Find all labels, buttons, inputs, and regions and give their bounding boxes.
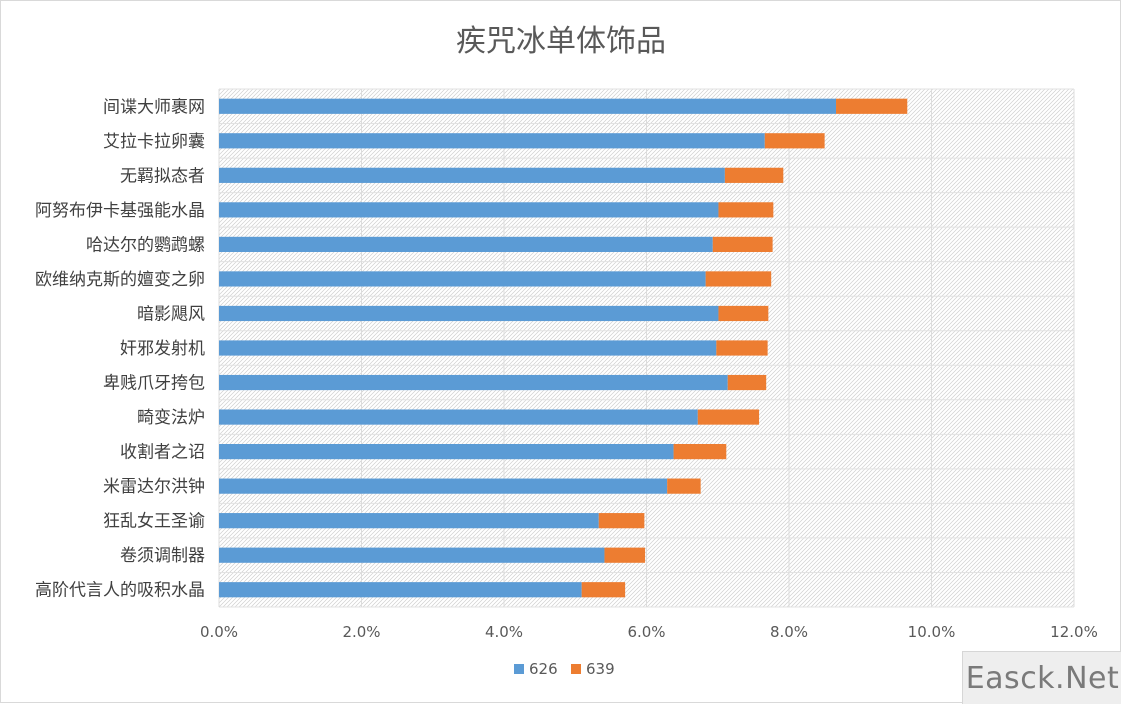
bar-segment-series-1 — [716, 340, 768, 356]
bar-segment-series-0 — [219, 409, 698, 425]
bar-segment-series-0 — [219, 547, 605, 563]
x-tick-label: 6.0% — [627, 623, 665, 641]
bar-segment-series-1 — [718, 202, 774, 218]
category-label: 哈达尔的鹦鹉螺 — [86, 235, 205, 255]
bar-segment-series-1 — [667, 478, 701, 494]
category-label: 阿努布伊卡基强能水晶 — [35, 201, 205, 221]
bar-segment-series-0 — [219, 444, 674, 460]
bar-segment-series-1 — [604, 547, 646, 563]
category-label: 无羁拟态者 — [120, 166, 205, 186]
bar-segment-series-1 — [705, 271, 772, 287]
legend-label: 626 — [529, 660, 558, 678]
bar-segment-series-0 — [219, 305, 719, 322]
bar-segment-series-1 — [724, 167, 784, 183]
x-tick-label: 4.0% — [485, 623, 523, 641]
legend-swatch — [514, 664, 524, 674]
bar-segment-series-0 — [219, 236, 713, 252]
category-label: 畸变法炉 — [137, 408, 205, 428]
bar-segment-series-0 — [219, 202, 719, 218]
bar-segment-series-0 — [219, 374, 728, 391]
legend-swatch — [571, 664, 581, 674]
x-tick-label: 2.0% — [342, 623, 380, 641]
x-tick-label: 0.0% — [200, 623, 238, 641]
category-label: 欧维纳克斯的嬗变之卵 — [35, 270, 205, 290]
bar-segment-series-1 — [764, 133, 825, 149]
bar-segment-series-0 — [219, 271, 706, 287]
category-label: 收割者之诏 — [120, 443, 205, 463]
bar-segment-series-1 — [718, 305, 769, 322]
bar-segment-series-0 — [219, 133, 765, 149]
x-tick-label: 8.0% — [770, 623, 808, 641]
x-tick-label: 10.0% — [908, 623, 956, 641]
bar-segment-series-0 — [219, 513, 599, 529]
category-label: 奸邪发射机 — [120, 339, 205, 359]
chart-title: 疾咒冰单体饰品 — [456, 24, 666, 59]
bar-segment-series-1 — [598, 513, 645, 529]
bar-segment-series-1 — [836, 98, 908, 114]
bar-segment-series-0 — [219, 582, 582, 598]
category-label: 米雷达尔洪钟 — [103, 477, 205, 497]
bar-segment-series-1 — [581, 582, 626, 598]
bar-segment-series-1 — [697, 409, 760, 425]
category-label: 卷须调制器 — [120, 546, 205, 566]
bar-segment-series-0 — [219, 98, 837, 114]
legend-label: 639 — [586, 660, 615, 678]
bar-segment-series-0 — [219, 340, 717, 356]
category-label: 暗影飓风 — [137, 304, 205, 324]
bar-segment-series-1 — [712, 236, 773, 252]
watermark: Easck.Net — [962, 651, 1121, 704]
bar-segment-series-1 — [727, 374, 767, 391]
category-label: 高阶代言人的吸积水晶 — [35, 581, 205, 601]
bar-segment-series-0 — [219, 478, 668, 494]
category-label: 艾拉卡拉卵囊 — [103, 132, 205, 152]
bar-segment-series-0 — [219, 167, 725, 183]
category-label: 间谍大师裹网 — [103, 97, 205, 117]
x-tick-label: 12.0% — [1050, 623, 1098, 641]
bar-segment-series-1 — [673, 444, 727, 460]
category-label: 卑贱爪牙挎包 — [103, 374, 205, 394]
category-label: 狂乱女王圣谕 — [103, 512, 205, 532]
